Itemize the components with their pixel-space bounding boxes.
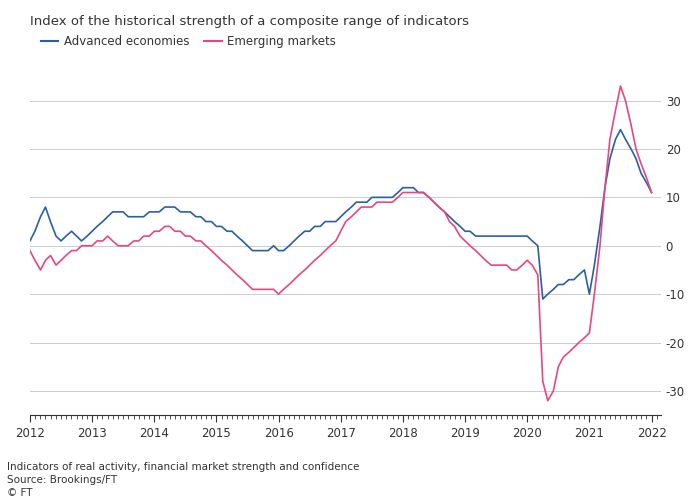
Text: Index of the historical strength of a composite range of indicators: Index of the historical strength of a co… xyxy=(30,15,469,28)
Text: Indicators of real activity, financial market strength and confidence: Indicators of real activity, financial m… xyxy=(7,462,359,472)
Legend: Advanced economies, Emerging markets: Advanced economies, Emerging markets xyxy=(36,30,341,53)
Text: Source: Brookings/FT: Source: Brookings/FT xyxy=(7,475,117,485)
Text: © FT: © FT xyxy=(7,488,32,498)
